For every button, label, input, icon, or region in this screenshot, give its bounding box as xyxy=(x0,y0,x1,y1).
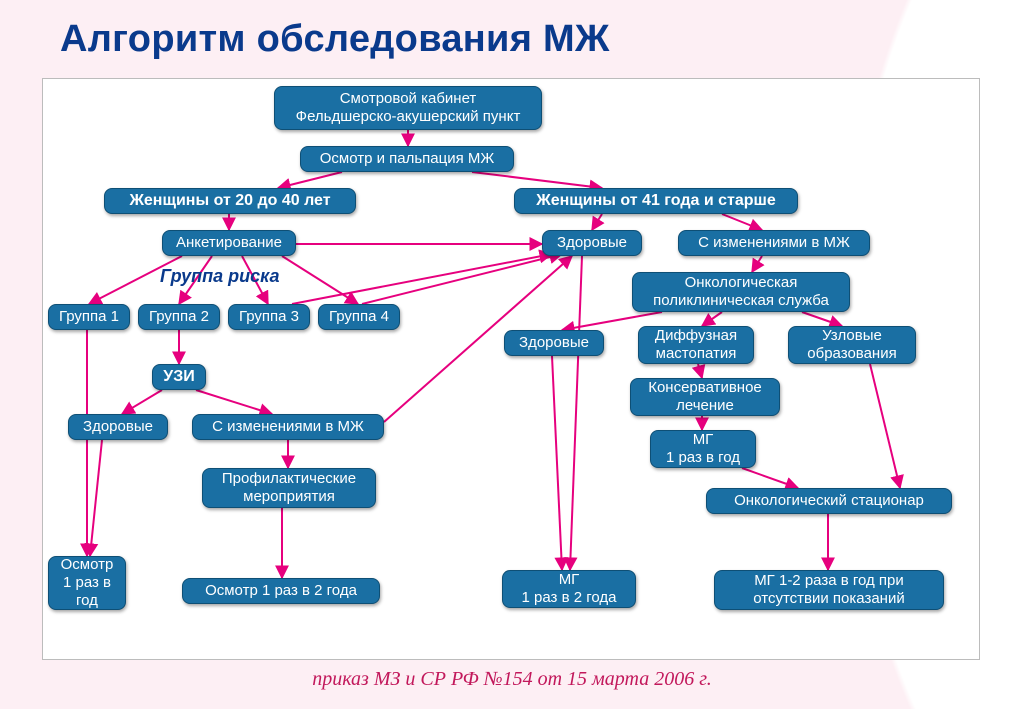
flow-node-n16: Здоровые xyxy=(504,330,604,356)
flow-node-n20: МГ1 раз в год xyxy=(650,430,756,468)
flow-node-n24: Осмотр 1 раз в 2 года xyxy=(182,578,380,604)
flow-node-n10: Группа 3 xyxy=(228,304,310,330)
flow-node-n8: Группа 1 xyxy=(48,304,130,330)
flow-node-n25: МГ1 раз в 2 года xyxy=(502,570,636,608)
slide: Алгоритм обследования МЖ Смотровой кабин… xyxy=(0,0,1024,709)
flow-node-n14: Здоровые xyxy=(68,414,168,440)
flow-node-n6: Здоровые xyxy=(542,230,642,256)
flow-node-n3: Женщины от 20 до 40 лет xyxy=(104,188,356,214)
flow-node-n21: Онкологический стационар xyxy=(706,488,952,514)
slide-title: Алгоритм обследования МЖ xyxy=(60,18,610,61)
flow-node-n2: Осмотр и пальпация МЖ xyxy=(300,146,514,172)
flow-node-n9: Группа 2 xyxy=(138,304,220,330)
flow-node-n26: МГ 1-2 раза в год приотсутствии показани… xyxy=(714,570,944,610)
flow-node-n11: Группа 4 xyxy=(318,304,400,330)
flow-node-n23: Осмотр1 раз вгод xyxy=(48,556,126,610)
flow-node-n18: Узловыеобразования xyxy=(788,326,916,364)
flow-node-n15: С изменениями в МЖ xyxy=(192,414,384,440)
flow-node-n13: УЗИ xyxy=(152,364,206,390)
flow-node-n4: Женщины от 41 года и старше xyxy=(514,188,798,214)
flow-node-n12: Онкологическаяполиклиническая служба xyxy=(632,272,850,312)
flow-node-n17: Диффузнаямастопатия xyxy=(638,326,754,364)
flow-node-n22: Профилактическиемероприятия xyxy=(202,468,376,508)
flow-node-n1: Смотровой кабинетФельдшерско-акушерский … xyxy=(274,86,542,130)
slide-footer: приказ МЗ и СР РФ №154 от 15 марта 2006 … xyxy=(0,668,1024,691)
flow-node-n19: Консервативноелечение xyxy=(630,378,780,416)
flow-node-n7: С изменениями в МЖ xyxy=(678,230,870,256)
flow-label-l1: Группа риска xyxy=(160,266,280,287)
flow-node-n5: Анкетирование xyxy=(162,230,296,256)
